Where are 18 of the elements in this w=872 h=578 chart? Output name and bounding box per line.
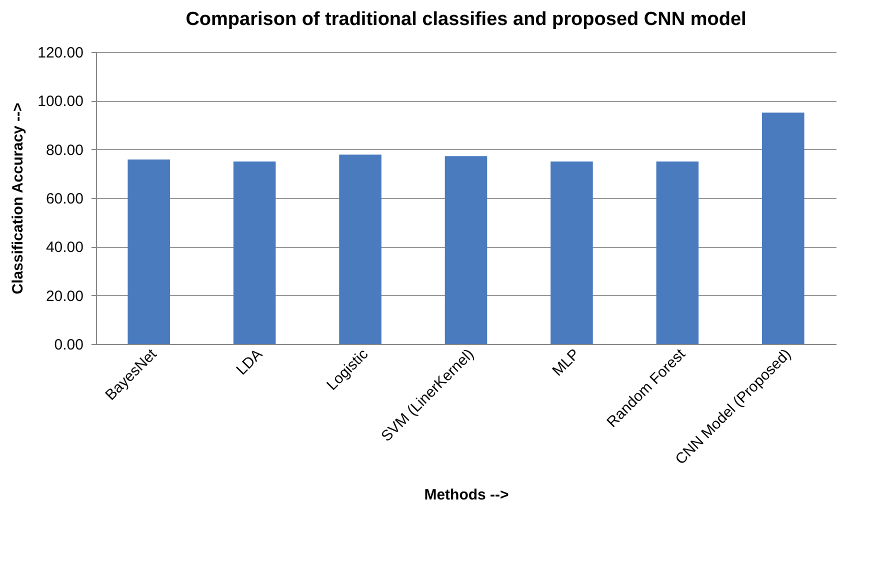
bar	[339, 154, 382, 344]
y-tick-label: 0.00	[54, 336, 84, 354]
bar	[656, 162, 699, 344]
y-tick-label: 120.00	[38, 44, 84, 62]
bar	[444, 156, 488, 344]
bar	[762, 112, 804, 344]
y-tick-label: 100.00	[38, 93, 84, 110]
bar	[233, 162, 276, 344]
x-tick-label: LDA	[233, 346, 266, 378]
y-tick-label: 60.00	[46, 190, 84, 208]
y-axis-title: Classification Accuracy -->	[10, 102, 27, 294]
chart-title: Comparison of traditional classifies and proposed CNN model	[186, 9, 746, 30]
y-tick-label: 80.00	[46, 142, 84, 159]
y-tick-label: 40.00	[46, 239, 84, 256]
x-axis-title: Methods -->	[424, 486, 510, 504]
bar	[550, 162, 593, 344]
bar	[128, 160, 170, 344]
y-tick-label: 20.00	[46, 288, 84, 305]
